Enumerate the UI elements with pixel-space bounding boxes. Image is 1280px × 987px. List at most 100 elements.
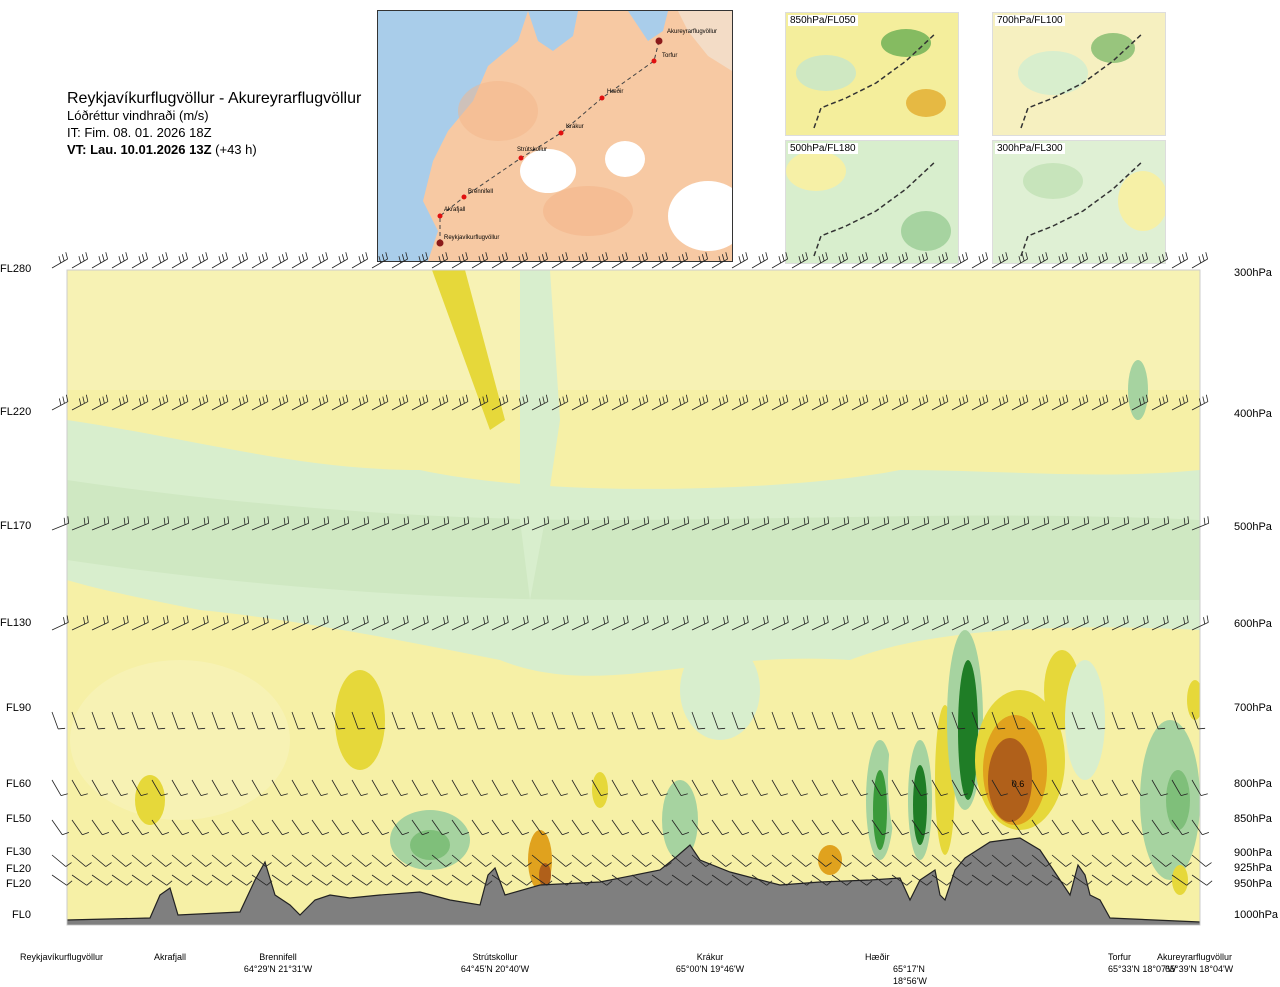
wind-barb bbox=[51, 819, 70, 836]
wind-barb bbox=[871, 874, 893, 886]
wind-barb bbox=[911, 874, 933, 886]
wind-barb bbox=[191, 615, 209, 631]
wind-barb bbox=[211, 252, 228, 269]
wind-barb bbox=[591, 394, 609, 411]
wind-barb bbox=[171, 615, 189, 631]
wind-barb bbox=[331, 874, 353, 886]
wind-barb bbox=[411, 874, 433, 886]
wind-barb bbox=[951, 854, 972, 867]
wind-barb bbox=[871, 252, 888, 269]
wind-barbs bbox=[51, 252, 1213, 886]
wind-barb bbox=[871, 516, 890, 531]
wind-barb bbox=[111, 615, 129, 631]
wind-barb bbox=[1131, 394, 1149, 411]
wind-barb bbox=[311, 874, 333, 886]
wind-barb bbox=[391, 819, 410, 836]
wind-barb bbox=[571, 711, 586, 730]
wind-barb bbox=[111, 394, 129, 411]
wind-barb bbox=[491, 711, 506, 730]
wind-barb bbox=[751, 819, 770, 836]
wind-barb bbox=[1011, 711, 1026, 730]
wind-barb bbox=[1111, 819, 1130, 836]
wind-barb bbox=[431, 394, 449, 411]
wind-barb bbox=[411, 615, 429, 631]
wind-barb bbox=[991, 516, 1010, 531]
location-label: Reykjavíkurflugvöllur bbox=[20, 952, 104, 962]
wind-barb bbox=[71, 615, 89, 631]
wind-barb bbox=[671, 874, 693, 886]
wind-barb bbox=[911, 252, 928, 269]
wind-barb bbox=[531, 394, 549, 411]
wind-barb bbox=[471, 615, 489, 631]
wind-barb bbox=[1171, 711, 1186, 730]
wind-barb bbox=[371, 779, 388, 796]
wind-barb bbox=[771, 819, 790, 836]
wind-barb bbox=[751, 874, 773, 886]
wind-barb bbox=[1031, 711, 1046, 730]
wind-barb bbox=[351, 252, 368, 269]
wind-barb bbox=[351, 711, 366, 730]
wind-barb bbox=[251, 819, 270, 836]
wind-barb bbox=[131, 854, 152, 867]
fl-label: FL220 bbox=[0, 406, 32, 418]
waypoint-marker bbox=[437, 213, 443, 219]
wind-barb bbox=[551, 819, 570, 836]
route-title: Reykjavíkurflugvöllur - Akureyrarflugvöl… bbox=[67, 90, 362, 107]
wind-barb bbox=[1131, 874, 1153, 886]
wind-barb bbox=[791, 854, 812, 867]
wind-barb bbox=[411, 854, 432, 867]
wind-barb bbox=[651, 779, 668, 796]
mini-map-label: 500hPa/FL180 bbox=[788, 143, 858, 154]
wind-barb bbox=[491, 516, 510, 531]
wind-barb bbox=[371, 516, 390, 531]
wind-barb bbox=[891, 854, 912, 867]
wind-barb bbox=[831, 711, 846, 730]
wind-barb bbox=[751, 854, 772, 867]
wind-barb bbox=[351, 874, 373, 886]
wind-barb bbox=[71, 779, 88, 796]
wind-barb bbox=[1151, 516, 1170, 531]
wind-barb bbox=[671, 819, 690, 836]
wind-barb bbox=[431, 779, 448, 796]
wind-barb bbox=[691, 615, 709, 631]
wind-barb bbox=[511, 252, 528, 269]
wind-barb bbox=[531, 615, 549, 631]
wind-barb bbox=[611, 854, 632, 867]
wind-barb bbox=[391, 711, 406, 730]
location-label: Akrafjall bbox=[153, 952, 186, 962]
hpa-label: 925hPa bbox=[1234, 862, 1272, 874]
wind-barb bbox=[1011, 779, 1028, 796]
wind-barb bbox=[971, 615, 989, 631]
wind-barb bbox=[1091, 711, 1106, 730]
wind-barb bbox=[611, 874, 633, 886]
wind-barb bbox=[331, 819, 350, 836]
wind-barb bbox=[791, 394, 809, 411]
wind-barb bbox=[731, 854, 752, 867]
wind-barb bbox=[171, 779, 188, 796]
wind-barb bbox=[931, 516, 950, 531]
wind-barb bbox=[791, 711, 806, 730]
wind-barb bbox=[931, 615, 949, 631]
wind-barb bbox=[1171, 615, 1189, 631]
chart-title-block: Reykjavíkurflugvöllur - Akureyrarflugvöl… bbox=[67, 90, 361, 158]
wind-barb bbox=[711, 394, 729, 411]
vertical-velocity-field bbox=[67, 270, 1200, 925]
wind-barb bbox=[111, 711, 126, 730]
wind-barb bbox=[971, 854, 992, 867]
wind-barb bbox=[1171, 779, 1188, 796]
wind-barb bbox=[891, 615, 909, 631]
wind-barb bbox=[1191, 516, 1210, 531]
wind-barb bbox=[511, 394, 529, 411]
wind-barb bbox=[231, 779, 248, 796]
wind-barb bbox=[511, 711, 526, 730]
wind-barb bbox=[1131, 819, 1150, 836]
wind-barb bbox=[731, 779, 748, 796]
wind-barb bbox=[351, 615, 369, 631]
wind-barb bbox=[331, 394, 349, 411]
wind-barb bbox=[991, 874, 1013, 886]
wind-barb bbox=[651, 874, 673, 886]
wind-barb bbox=[71, 874, 93, 886]
waypoint-marker bbox=[655, 37, 663, 45]
wind-barb bbox=[611, 615, 629, 631]
wind-barb bbox=[111, 252, 128, 269]
